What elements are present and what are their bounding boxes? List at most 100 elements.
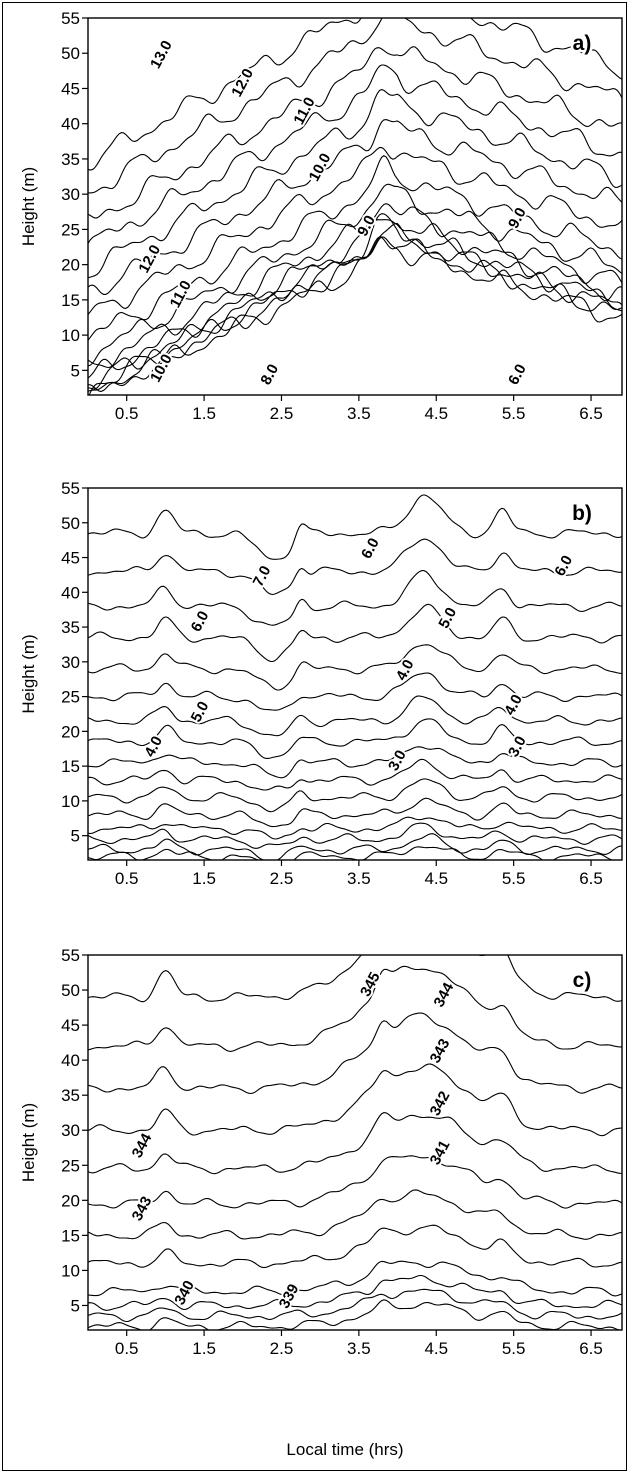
contour-line bbox=[88, 222, 622, 392]
contour-line bbox=[88, 203, 622, 369]
plot-area bbox=[87, 487, 623, 861]
contour-line bbox=[88, 758, 622, 791]
contour-line bbox=[88, 695, 622, 737]
contour-line bbox=[88, 183, 622, 367]
x-tick-label: 6.5 bbox=[579, 869, 603, 888]
contour-value-label: 5.0 bbox=[435, 605, 460, 631]
contour-value-label: 343 bbox=[427, 1036, 454, 1066]
contour-line bbox=[88, 236, 622, 395]
y-tick-label: 55 bbox=[61, 9, 80, 28]
y-tick-label: 30 bbox=[61, 1121, 80, 1140]
y-tick-label: 10 bbox=[61, 792, 80, 811]
plot-area bbox=[87, 17, 623, 396]
x-tick-label: 3.5 bbox=[347, 404, 371, 423]
panel-1: 5 10 15 20 25 30 35 40 45 50 55 0.5 1.5 2.5 3.5 4.5 5.5 6… bbox=[19, 9, 623, 423]
y-tick-label: 50 bbox=[61, 981, 80, 1000]
contour-value-label: 6.0 bbox=[358, 535, 383, 561]
plot-area bbox=[87, 954, 623, 1331]
y-tick-label: 55 bbox=[61, 479, 80, 498]
contour-value-label: 6.0 bbox=[188, 608, 213, 634]
contour-line bbox=[88, 846, 622, 860]
contour-value-label: 6.0 bbox=[505, 361, 530, 387]
panel-label-halo: b) bbox=[572, 502, 592, 525]
contour-value-label: 10.0 bbox=[306, 151, 335, 185]
contour-value-label: 341 bbox=[427, 1138, 454, 1168]
y-axis-title: Height (m) bbox=[19, 634, 38, 713]
contour-line bbox=[88, 538, 622, 596]
contour-lines bbox=[88, 494, 622, 860]
contour-line bbox=[88, 1299, 622, 1330]
y-tick-label: 10 bbox=[61, 326, 80, 345]
contour-value-label: 9.0 bbox=[505, 205, 530, 231]
x-tick-label: 4.5 bbox=[424, 404, 448, 423]
contour-value-label: 3.0 bbox=[505, 733, 530, 759]
x-tick-label: 5.5 bbox=[502, 1339, 526, 1358]
contour-line bbox=[88, 146, 622, 315]
contour-line bbox=[88, 1224, 622, 1269]
contour-line bbox=[88, 965, 622, 1052]
contour-value-label: 4.0 bbox=[501, 692, 526, 718]
contour-line bbox=[88, 1155, 622, 1209]
y-tick-label: 20 bbox=[61, 722, 80, 741]
contour-line bbox=[88, 119, 622, 295]
contour-line bbox=[88, 1063, 622, 1137]
y-tick-label: 25 bbox=[61, 220, 80, 239]
x-tick-label: 2.5 bbox=[270, 1339, 294, 1358]
y-tick-label: 30 bbox=[61, 185, 80, 204]
x-tick-label: 5.5 bbox=[502, 404, 526, 423]
contour-line bbox=[88, 644, 622, 691]
x-tick-label: 4.5 bbox=[424, 869, 448, 888]
contour-line bbox=[88, 1189, 622, 1240]
contour-line bbox=[88, 822, 622, 849]
contour-value-label: 12.0 bbox=[228, 66, 257, 100]
x-tick-label: 5.5 bbox=[502, 869, 526, 888]
x-tick-label: 4.5 bbox=[424, 1339, 448, 1358]
contour-line bbox=[88, 1260, 622, 1297]
panel-2: 5 10 15 20 25 30 35 40 45 50 55 0.5 1.5 2.5 3.5 4.5 5.5 6… bbox=[19, 479, 623, 888]
contour-line bbox=[88, 64, 622, 244]
y-tick-label: 15 bbox=[61, 757, 80, 776]
contour-line bbox=[88, 1012, 622, 1095]
y-tick-label: 50 bbox=[61, 514, 80, 533]
contour-line bbox=[88, 816, 622, 840]
y-tick-label: 5 bbox=[71, 361, 80, 380]
y-tick-label: 45 bbox=[61, 79, 80, 98]
contour-line bbox=[88, 18, 622, 194]
contour-value-label: 8.0 bbox=[257, 361, 282, 387]
contour-line bbox=[88, 746, 622, 779]
panel-label-halo: c) bbox=[573, 969, 592, 992]
y-tick-label: 30 bbox=[61, 653, 80, 672]
contour-value-label: 4.0 bbox=[141, 733, 166, 759]
y-tick-label: 40 bbox=[61, 583, 80, 602]
y-tick-label: 55 bbox=[61, 946, 80, 965]
contour-line bbox=[88, 1274, 622, 1311]
contour-line bbox=[88, 1112, 622, 1175]
panel-label: a) bbox=[573, 32, 592, 55]
x-tick-label: 3.5 bbox=[347, 869, 371, 888]
contour-value-label: 342 bbox=[427, 1089, 454, 1119]
y-axis-title: Height (m) bbox=[19, 1103, 38, 1182]
y-tick-label: 20 bbox=[61, 1191, 80, 1210]
x-tick-label: 1.5 bbox=[192, 869, 216, 888]
panel-label: b) bbox=[572, 502, 592, 525]
y-tick-label: 35 bbox=[61, 1086, 80, 1105]
x-tick-label: 1.5 bbox=[192, 404, 216, 423]
y-tick-label: 5 bbox=[71, 827, 80, 846]
x-tick-label: 0.5 bbox=[115, 869, 139, 888]
contour-line bbox=[88, 18, 622, 171]
y-tick-label: 5 bbox=[71, 1296, 80, 1315]
x-tick-label: 2.5 bbox=[270, 869, 294, 888]
y-axis-title: Height (m) bbox=[19, 167, 38, 246]
contour-value-label: 343 bbox=[129, 1194, 156, 1224]
x-tick-label: 0.5 bbox=[115, 404, 139, 423]
panel-3: 5 10 15 20 25 30 35 40 45 50 55 0.5 1.5 2.5 3.5 4.5 5.5 6… bbox=[19, 946, 623, 1459]
contour-value-label: 12.0 bbox=[135, 242, 164, 276]
contour-lines bbox=[88, 18, 622, 395]
y-tick-label: 45 bbox=[61, 549, 80, 568]
panel-label-halo: a) bbox=[573, 32, 592, 55]
contour-line bbox=[88, 778, 622, 813]
panel-label: c) bbox=[573, 969, 592, 992]
contour-line bbox=[88, 797, 622, 828]
contour-line bbox=[88, 833, 622, 860]
